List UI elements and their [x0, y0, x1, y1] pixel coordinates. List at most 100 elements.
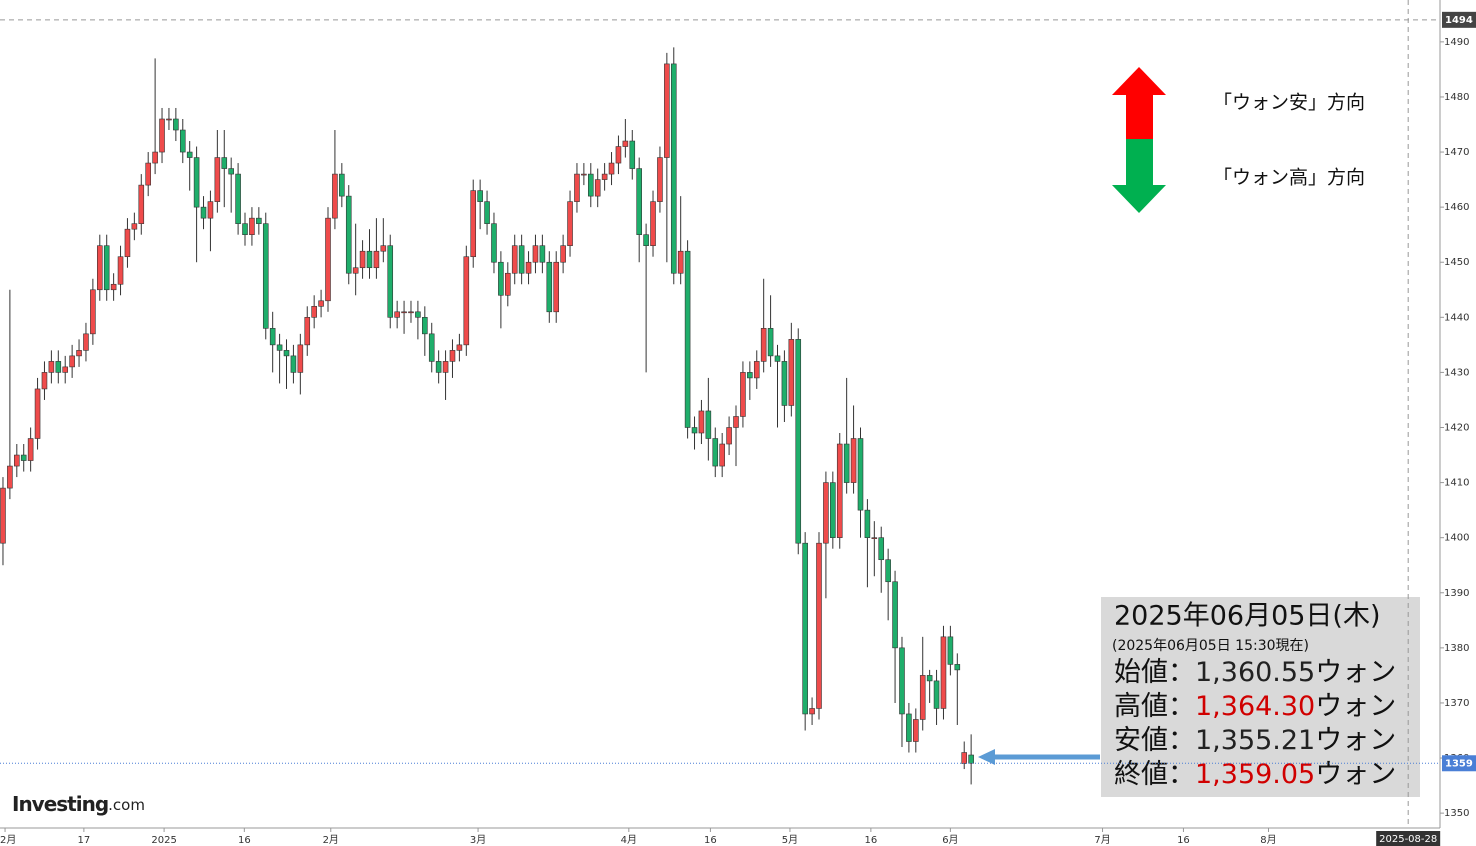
candle-body	[643, 234, 649, 247]
candle-body	[657, 157, 663, 202]
y-tick-label: 1490	[1444, 37, 1469, 48]
candle-body	[366, 250, 373, 269]
candle-body	[166, 118, 172, 121]
candle-body	[242, 223, 248, 235]
candle-body	[511, 245, 518, 274]
candle-body	[567, 201, 573, 247]
up-arrow	[1112, 67, 1166, 139]
down-arrow	[1112, 139, 1166, 213]
candle-body	[505, 272, 511, 296]
high-label: 1494	[1445, 15, 1473, 26]
candle-body	[664, 63, 670, 158]
candle-body	[608, 162, 615, 175]
x-tick-label: 2月	[323, 834, 339, 846]
candle-body	[954, 664, 961, 671]
candle-body	[20, 454, 27, 461]
candle-body	[691, 427, 698, 434]
candle-body	[518, 245, 525, 274]
candle-body	[919, 675, 926, 720]
candle-body	[138, 184, 145, 224]
candle-body	[55, 361, 62, 373]
x-tick-label: 4月	[621, 834, 637, 846]
candle-body	[428, 333, 435, 362]
candle-body	[477, 190, 483, 202]
last-price-bg	[1442, 755, 1476, 772]
candle-body	[788, 339, 795, 406]
candle-body	[857, 438, 864, 511]
candle-body	[262, 223, 269, 329]
down-text: 「ウォン高」方向	[1213, 167, 1365, 189]
info-value: 1,364.30	[1195, 691, 1315, 722]
info-date: 2025年06月05日(木)	[1114, 601, 1381, 632]
y-tick-label: 1380	[1444, 643, 1469, 654]
candle-body	[677, 250, 684, 274]
candle-body	[539, 245, 546, 263]
info-label: 終値：	[1114, 759, 1195, 790]
candle-body	[913, 719, 919, 742]
candle-body	[83, 333, 89, 351]
candles	[0, 47, 974, 785]
candle-body	[339, 173, 345, 197]
candle-body	[719, 443, 725, 467]
candle-body	[228, 168, 234, 175]
candle-body	[553, 261, 559, 313]
candle-body	[117, 256, 124, 285]
candle-body	[124, 228, 131, 258]
candle-body	[145, 162, 151, 186]
candle-body	[940, 636, 947, 709]
candle-body	[442, 361, 449, 373]
y-tick-label: 1400	[1444, 533, 1469, 544]
x-tick-label: 2025	[151, 835, 176, 846]
info-note: (2025年06月05日 15:30現在)	[1112, 638, 1309, 654]
candle-body	[560, 245, 566, 263]
y-tick-label: 1370	[1444, 698, 1469, 709]
candle-body	[705, 410, 712, 439]
candle-body	[594, 179, 601, 197]
candle-body	[871, 537, 878, 539]
last-price-label: 1359	[1445, 758, 1473, 769]
candle-body	[760, 328, 767, 362]
up-text: 「ウォン安」方向	[1213, 92, 1365, 114]
x-tick-label: 16	[238, 835, 251, 846]
candle-body	[131, 223, 138, 230]
candle-body	[0, 487, 6, 544]
candle-body	[200, 206, 207, 219]
candle-body	[325, 217, 331, 302]
info-unit: ウォン	[1315, 725, 1396, 756]
y-tick-label: 1390	[1444, 588, 1469, 599]
candle-body	[698, 410, 705, 434]
candle-body	[90, 289, 96, 335]
y-tick-label: 1450	[1444, 257, 1469, 268]
candle-body	[34, 388, 41, 439]
candle-body	[394, 311, 400, 318]
info-unit: ウォン	[1315, 691, 1396, 722]
x-tick-label: 8月	[1260, 834, 1276, 846]
info-value: 1,355.21	[1195, 725, 1315, 756]
candle-body	[173, 118, 179, 131]
candle-body	[311, 305, 317, 318]
candle-body	[864, 509, 871, 538]
candle-body	[753, 361, 760, 379]
x-tick-label: 6月	[942, 834, 958, 846]
candle-body	[622, 140, 629, 147]
candle-body	[774, 355, 781, 362]
x-tick-label: 3月	[470, 834, 486, 846]
watermark-brand: Investing	[12, 792, 108, 816]
candle-body	[581, 173, 587, 176]
candle-body	[256, 217, 262, 224]
candle-body	[456, 344, 463, 351]
candle-body	[892, 581, 898, 649]
x-tick-label: 16	[704, 835, 717, 846]
candle-body	[802, 542, 808, 715]
candle-body	[76, 350, 82, 357]
candle-body	[14, 454, 20, 467]
candle-body	[62, 366, 69, 373]
info-label: 安値：	[1114, 725, 1195, 756]
info-value: 1,360.55	[1195, 657, 1315, 688]
candle-body	[933, 680, 940, 709]
candle-body	[650, 201, 656, 247]
candle-body	[103, 245, 110, 291]
candle-body	[587, 173, 594, 197]
candle-body	[69, 355, 75, 368]
